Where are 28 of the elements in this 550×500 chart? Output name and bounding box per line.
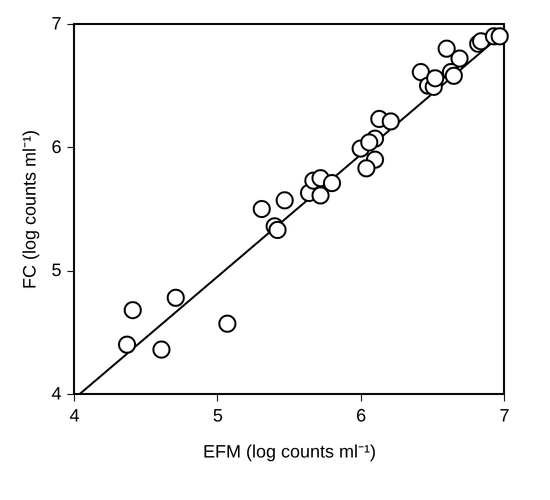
- point: [444, 66, 463, 85]
- point: [166, 288, 185, 307]
- x-tick-label: 4: [69, 406, 80, 426]
- point: [382, 112, 400, 130]
- y-tick-label: 7: [51, 14, 62, 34]
- y-tick-label: 6: [51, 136, 62, 157]
- y-axis-title: FC (log counts ml⁻¹): [19, 130, 40, 290]
- x-tick-label: 7: [499, 406, 510, 426]
- x-tick-label: 6: [356, 406, 366, 426]
- point: [276, 191, 294, 210]
- point: [268, 220, 287, 240]
- point: [311, 186, 330, 204]
- y-tick-label: 4: [51, 384, 62, 404]
- point: [218, 314, 236, 333]
- point: [438, 40, 456, 58]
- point: [426, 69, 444, 88]
- point: [357, 159, 376, 178]
- point: [124, 301, 142, 320]
- point: [252, 200, 271, 218]
- point: [322, 174, 342, 192]
- y-tick-label: 5: [51, 260, 62, 280]
- point: [118, 336, 136, 354]
- x-tick-label: 5: [212, 406, 223, 426]
- point: [152, 340, 170, 359]
- point: [450, 49, 469, 68]
- point: [490, 27, 509, 46]
- point: [360, 133, 378, 152]
- x-axis-title: EFM (log counts ml⁻¹): [202, 442, 376, 462]
